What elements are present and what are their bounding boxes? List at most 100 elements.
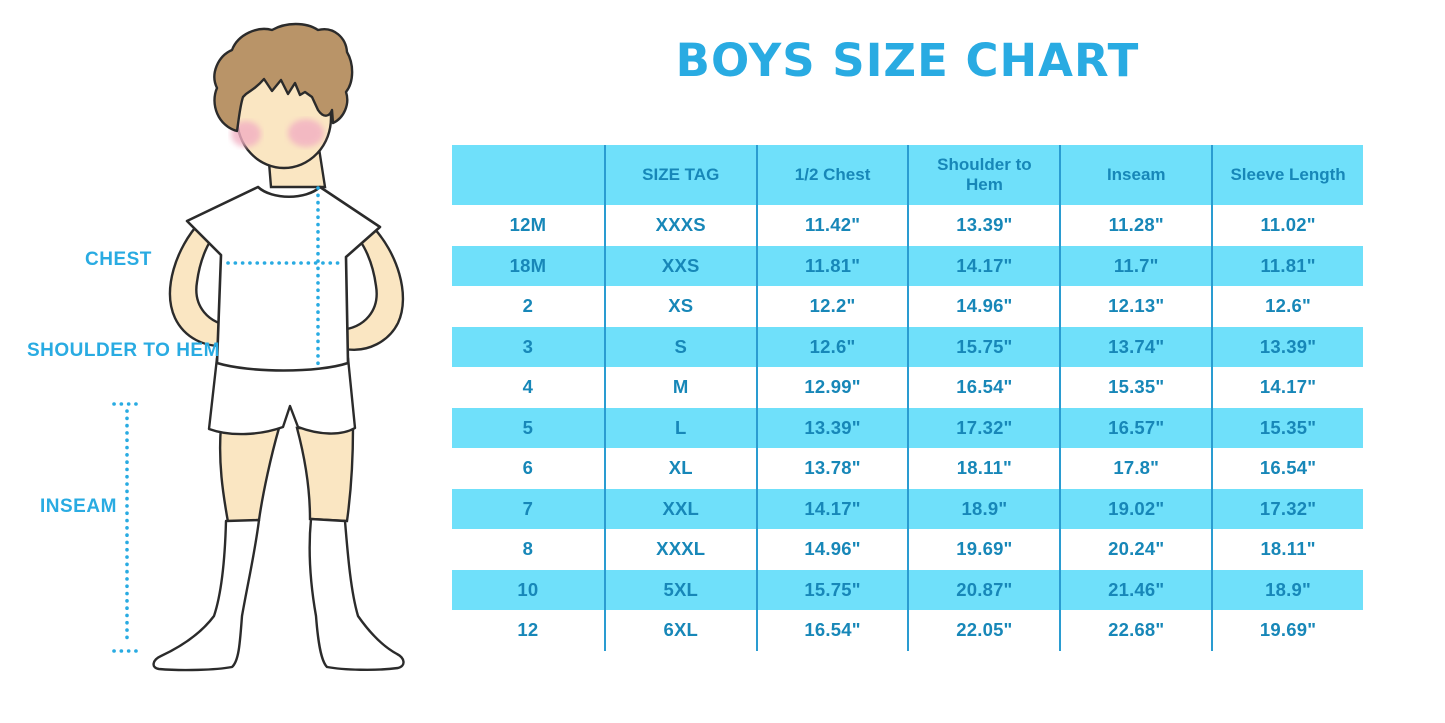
boy-illustration <box>112 22 405 672</box>
table-cell: 6 <box>522 457 534 479</box>
column-header: SIZE TAG <box>603 145 756 205</box>
table-cell: 4 <box>522 376 534 398</box>
inseam-label: INSEAM <box>40 496 117 517</box>
table-row: 6 XL 13.78" 18.11" 17.8" 16.54" <box>452 448 1363 489</box>
right-leg <box>295 426 355 523</box>
table-cell: 22.68" <box>1059 610 1211 651</box>
table-cell: S <box>603 326 756 367</box>
boy-shorts <box>207 356 357 436</box>
table-cell: 19.02" <box>1059 488 1211 529</box>
boy-hair <box>213 22 354 133</box>
table-cell: 18.11" <box>1211 529 1363 570</box>
table-cell: XXXL <box>603 529 756 570</box>
table-cell: XXS <box>603 245 756 286</box>
page-title: BOYS SIZE CHART <box>675 34 1140 87</box>
right-blush <box>288 119 324 147</box>
table-cell: 15.35" <box>1211 407 1363 448</box>
table-row: 12M XXXS 11.42" 13.39" 11.28" 11.02" <box>452 205 1363 246</box>
table-cell: 13.74" <box>1059 326 1211 367</box>
table-cell: 15.35" <box>1059 367 1211 408</box>
table-cell: 17.8" <box>1059 448 1211 489</box>
table-cell: XS <box>603 286 756 327</box>
table-row: 7 XXL 14.17" 18.9" 19.02" 17.32" <box>452 488 1363 529</box>
table-cell: 12.2" <box>755 286 908 327</box>
table-cell: 14.96" <box>755 529 908 570</box>
table-cell: XXL <box>603 488 756 529</box>
table-cell: 19.69" <box>907 529 1059 570</box>
column-header <box>452 145 604 205</box>
table-cell: 11.81" <box>1211 245 1363 286</box>
table-cell: 20.87" <box>907 569 1059 610</box>
header-row: SIZE TAG 1/2 Chest Shoulder to Hem Inseam Sl… <box>452 145 1363 205</box>
table-cell: 2 <box>522 295 534 317</box>
table-row: 10 5XL 15.75" 20.87" 21.46" 18.9" <box>452 569 1363 610</box>
table-cell: 13.78" <box>755 448 908 489</box>
left-leg <box>218 424 281 524</box>
table-cell: 19.69" <box>1211 610 1363 651</box>
table-row: 4 M 12.99" 16.54" 15.35" 14.17" <box>452 367 1363 408</box>
table-cell: 12M <box>509 214 547 236</box>
column-header: 1/2 Chest <box>755 145 908 205</box>
table-cell: 14.96" <box>907 286 1059 327</box>
table-cell: 12.6" <box>755 326 908 367</box>
table-cell: 13.39" <box>755 407 908 448</box>
chest-label: CHEST <box>85 249 152 270</box>
table-row: 2 XS 12.2" 14.96" 12.13" 12.6" <box>452 286 1363 327</box>
table-cell: 12.99" <box>755 367 908 408</box>
table-cell: 22.05" <box>907 610 1059 651</box>
table-cell: 14.17" <box>755 488 908 529</box>
table-cell: 12.6" <box>1211 286 1363 327</box>
table-cell: 16.54" <box>907 367 1059 408</box>
table-cell: 18.9" <box>1211 569 1363 610</box>
table-cell: 5 <box>522 416 534 438</box>
table-cell: M <box>603 367 756 408</box>
table-cell: 7 <box>522 497 534 519</box>
table-cell: L <box>603 407 756 448</box>
table-cell: 20.24" <box>1059 529 1211 570</box>
table-cell: 6XL <box>603 610 756 651</box>
table-cell: 15.75" <box>907 326 1059 367</box>
table-body: 12M XXXS 11.42" 13.39" 11.28" 11.02" 18M XXS 11.… <box>452 205 1363 651</box>
table-cell: 8 <box>522 538 534 560</box>
left-sock <box>152 518 261 672</box>
shoulder-to-hem-label: SHOULDER TO HEM <box>27 340 220 361</box>
table-cell: 16.54" <box>755 610 908 651</box>
boy-tshirt <box>185 185 382 372</box>
table-cell: 10 <box>517 578 539 600</box>
size-table: SIZE TAG 1/2 Chest Shoulder to Hem Inseam Sl… <box>452 145 1363 651</box>
table-cell: 17.32" <box>907 407 1059 448</box>
table-row: 18M XXS 11.81" 14.17" 11.7" 11.81" <box>452 245 1363 286</box>
table-row: 12 6XL 16.54" 22.05" 22.68" 19.69" <box>452 610 1363 651</box>
table-row: 3 S 12.6" 15.75" 13.74" 13.39" <box>452 326 1363 367</box>
table-cell: 11.7" <box>1059 245 1211 286</box>
table-cell: 18.11" <box>907 448 1059 489</box>
table-cell: 12 <box>517 619 539 641</box>
table-cell: XL <box>603 448 756 489</box>
table-cell: 18M <box>509 254 547 276</box>
table-cell: 12.13" <box>1059 286 1211 327</box>
column-header: Inseam <box>1059 145 1211 205</box>
table-cell: 16.57" <box>1059 407 1211 448</box>
table-cell: 14.17" <box>907 245 1059 286</box>
table-cell: 5XL <box>603 569 756 610</box>
table-cell: 13.39" <box>907 205 1059 246</box>
table-cell: 11.02" <box>1211 205 1363 246</box>
table-cell: 3 <box>522 335 534 357</box>
table-cell: 11.81" <box>755 245 908 286</box>
column-header: Sleeve Length <box>1211 145 1363 205</box>
table-cell: 11.28" <box>1059 205 1211 246</box>
table-cell: 21.46" <box>1059 569 1211 610</box>
table-cell: 11.42" <box>755 205 908 246</box>
table-row: 5 L 13.39" 17.32" 16.57" 15.35" <box>452 407 1363 448</box>
table-row: 8 XXXL 14.96" 19.69" 20.24" 18.11" <box>452 529 1363 570</box>
table-cell: 16.54" <box>1211 448 1363 489</box>
right-sock <box>308 517 405 672</box>
table-cell: 18.9" <box>907 488 1059 529</box>
table-cell: XXXS <box>603 205 756 246</box>
table-cell: 15.75" <box>755 569 908 610</box>
table-cell: 14.17" <box>1211 367 1363 408</box>
column-header: Shoulder to Hem <box>907 145 1059 205</box>
table-cell: 13.39" <box>1211 326 1363 367</box>
table-cell: 17.32" <box>1211 488 1363 529</box>
